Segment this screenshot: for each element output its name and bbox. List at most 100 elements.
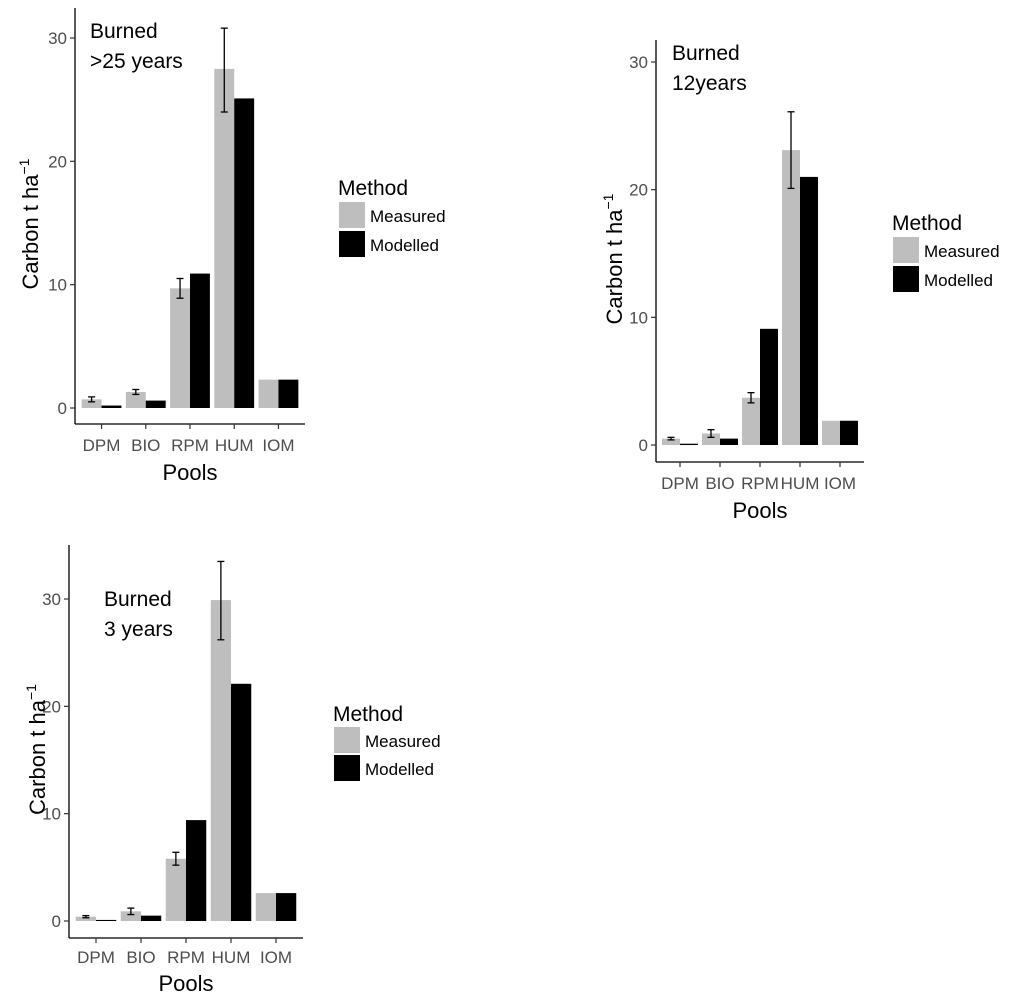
panel-label-line-1: Burned (104, 588, 172, 611)
bar-dpm-measured (75, 916, 96, 921)
bar-chart-3: 0 10 20 30 DPM BIO RPM HUM IOM Pools Carbon t ha−1… (23, 545, 441, 996)
bar-dpm-measured (662, 438, 680, 445)
panel-label-line-2: 12years (672, 72, 747, 95)
bar-dpm-modelled (680, 443, 698, 445)
bar-chart-2: 0 10 20 30 DPM BIO RPM HUM IOM Pools Carbon t ha−1… (600, 40, 1000, 523)
x-tick-label-hum: HUM (212, 948, 251, 967)
x-tick-label-hum: HUM (215, 436, 254, 455)
bar-rpm-modelled (186, 820, 207, 921)
legend-label-measured: Measured (924, 242, 1000, 261)
y-axis-title: Carbon t ha−1 (600, 193, 627, 324)
y-axis-title: Carbon t ha−1 (23, 684, 50, 815)
x-tick-label-rpm: RPM (171, 436, 209, 455)
series-measured (81, 27, 279, 408)
legend-label-measured: Measured (370, 207, 446, 226)
x-tick-label-iom: IOM (260, 948, 292, 967)
legend-title: Method (333, 703, 403, 726)
legend-label-modelled: Modelled (370, 236, 439, 255)
y-axis-title-superscript: −1 (600, 193, 616, 209)
x-tick-label-bio: BIO (126, 948, 155, 967)
y-tick-label: 0 (639, 436, 648, 455)
bar-hum-measured (214, 68, 235, 408)
x-tick-label-dpm: DPM (83, 436, 121, 455)
x-tick-label-bio: BIO (131, 436, 160, 455)
bar-bio-measured (120, 911, 141, 921)
y-tick-label: 0 (52, 912, 61, 931)
y-axis-title-superscript: −1 (23, 684, 39, 700)
bar-rpm-measured (165, 858, 186, 921)
x-tick-label-dpm: DPM (77, 948, 115, 967)
x-tick-label-iom: IOM (824, 474, 856, 493)
y-tick-label: 0 (58, 399, 67, 418)
x-tick-label-rpm: RPM (167, 948, 205, 967)
y-tick-label: 20 (42, 697, 61, 716)
bar-hum-measured (782, 150, 800, 445)
y-tick-label: 20 (48, 152, 67, 171)
bar-bio-modelled (145, 400, 166, 408)
x-tick-label-rpm: RPM (741, 474, 779, 493)
legend: Method Measured Modelled (338, 177, 446, 257)
x-axis-title: Pools (162, 460, 217, 485)
x-tick-label-iom: IOM (262, 436, 294, 455)
panel-label-line-2: 3 years (104, 618, 173, 641)
legend-label-measured: Measured (365, 732, 441, 751)
bar-bio-measured (702, 433, 720, 445)
legend-swatch-modelled (893, 266, 919, 292)
bar-iom-measured (255, 893, 276, 921)
y-axis-title-text: Carbon t ha (602, 209, 627, 325)
y-axis-title-superscript: −1 (16, 158, 32, 174)
y-tick-label: 10 (42, 805, 61, 824)
bar-rpm-modelled (760, 328, 778, 445)
x-axis-title: Pools (732, 498, 787, 523)
legend-title: Method (338, 177, 408, 200)
panel-label-line-1: Burned (90, 20, 158, 43)
bar-iom-modelled (840, 420, 858, 445)
bar-iom-measured (822, 420, 840, 445)
panel-label-line-1: Burned (672, 42, 740, 65)
legend-swatch-modelled (334, 755, 360, 781)
y-tick-label: 10 (629, 308, 648, 327)
bar-iom-measured (258, 379, 279, 408)
legend-swatch-measured (893, 237, 919, 263)
bar-dpm-modelled (96, 919, 117, 921)
legend-swatch-modelled (339, 231, 365, 257)
bar-dpm-modelled (101, 405, 122, 408)
bar-iom-modelled (278, 379, 299, 408)
bar-iom-modelled (276, 893, 297, 921)
bar-bio-modelled (720, 438, 738, 445)
bar-dpm-measured (81, 399, 102, 408)
panel-label-line-2: >25 years (90, 50, 183, 73)
bar-rpm-modelled (190, 273, 210, 408)
bar-hum-modelled (234, 98, 255, 408)
legend: Method Measured Modelled (333, 703, 441, 781)
y-tick-label: 30 (48, 29, 67, 48)
bar-chart-1: 0 10 20 30 DPM BIO RPM HUM IOM Pools Carbon t ha−1… (16, 8, 446, 485)
series-modelled (680, 176, 858, 445)
bar-bio-measured (125, 391, 146, 408)
bar-rpm-measured (170, 288, 190, 408)
series-measured (662, 111, 840, 445)
series-measured (75, 560, 276, 921)
bar-hum-measured (210, 600, 231, 921)
bar-hum-modelled (231, 683, 252, 921)
x-tick-label-dpm: DPM (661, 474, 699, 493)
x-tick-label-hum: HUM (781, 474, 820, 493)
bar-rpm-measured (742, 397, 760, 445)
bar-hum-modelled (800, 176, 818, 445)
legend-swatch-measured (334, 727, 360, 753)
y-tick-label: 20 (629, 181, 648, 200)
legend-swatch-measured (339, 202, 365, 228)
y-axis-title-text: Carbon t ha (25, 699, 50, 815)
legend-label-modelled: Modelled (365, 760, 434, 779)
legend-title: Method (892, 212, 962, 235)
y-tick-label: 30 (629, 53, 648, 72)
bar-bio-modelled (141, 915, 162, 921)
series-modelled (101, 98, 299, 408)
y-tick-label: 10 (48, 276, 67, 295)
series-modelled (96, 683, 297, 921)
legend-label-modelled: Modelled (924, 271, 993, 290)
y-axis-title-text: Carbon t ha (18, 174, 43, 290)
legend: Method Measured Modelled (892, 212, 1000, 292)
x-tick-label-bio: BIO (705, 474, 734, 493)
